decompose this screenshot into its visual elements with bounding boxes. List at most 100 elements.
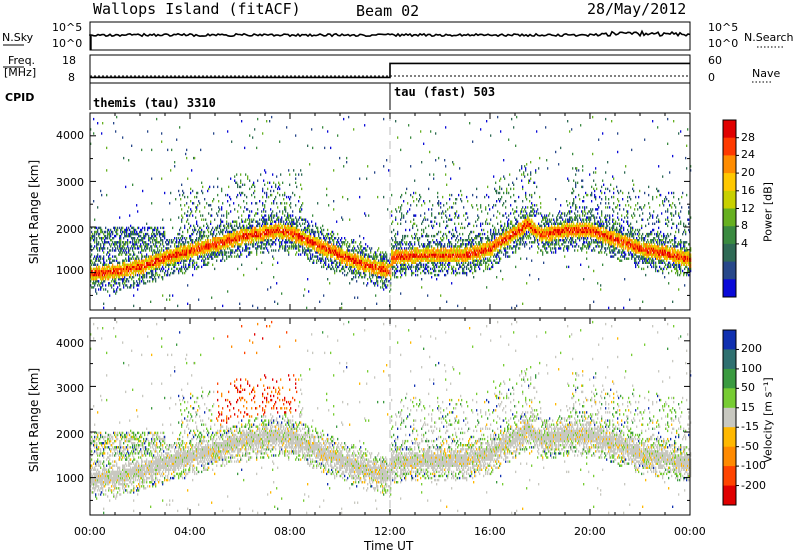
power-cell xyxy=(170,271,172,275)
power-cell xyxy=(151,261,153,264)
power-cell xyxy=(117,273,119,277)
power-cell xyxy=(271,232,273,236)
power-cell xyxy=(265,245,267,248)
power-cell xyxy=(254,237,256,240)
power-cell xyxy=(260,239,262,242)
power-cell xyxy=(184,224,186,228)
power-cell xyxy=(319,257,321,260)
power-cell xyxy=(112,237,114,240)
power-cell xyxy=(445,247,447,250)
power-cell xyxy=(197,251,199,254)
power-cell xyxy=(301,243,303,246)
power-cell xyxy=(109,265,111,269)
power-cell xyxy=(308,237,310,240)
power-cell xyxy=(121,253,123,256)
power-cell xyxy=(316,255,318,258)
power-cell xyxy=(187,284,189,287)
power-cell xyxy=(90,284,92,287)
power-cell xyxy=(346,261,348,264)
power-cell xyxy=(120,230,122,234)
power-cell xyxy=(193,249,195,252)
power-cell xyxy=(157,267,159,271)
power-cell xyxy=(352,241,354,244)
power-cell xyxy=(260,230,262,234)
power-cell xyxy=(107,228,109,232)
power-cell xyxy=(214,253,216,256)
power-cell xyxy=(114,290,116,293)
power-cell xyxy=(344,261,346,264)
power-cell xyxy=(329,245,331,248)
power-cell xyxy=(176,267,178,271)
power-cell xyxy=(320,243,322,246)
power-cell xyxy=(126,278,128,281)
power-cell xyxy=(104,247,106,250)
power-cell xyxy=(312,214,314,217)
power-cell xyxy=(360,265,362,269)
power-cell xyxy=(354,253,356,256)
power-cell xyxy=(352,249,354,252)
power-cell xyxy=(135,243,137,246)
power-cell xyxy=(212,232,214,236)
power-cell xyxy=(108,241,110,244)
power-cell xyxy=(151,267,153,271)
power-cell xyxy=(209,249,211,252)
power-cell xyxy=(100,288,102,291)
power-cell xyxy=(140,243,142,246)
power-cell xyxy=(167,271,169,275)
power-cell xyxy=(347,241,349,244)
power-cell xyxy=(137,267,139,271)
power-cell xyxy=(99,265,101,269)
power-cell xyxy=(346,263,348,266)
power-cell xyxy=(147,243,149,246)
power-cell xyxy=(183,255,185,258)
power-cell xyxy=(199,249,201,252)
power-cell xyxy=(285,224,287,228)
power-cell xyxy=(271,202,273,205)
power-cell xyxy=(226,216,228,219)
power-cell xyxy=(152,239,154,242)
power-cell xyxy=(188,251,190,254)
power-cell xyxy=(405,234,407,238)
power-cell xyxy=(374,171,376,174)
power-cell xyxy=(418,241,420,244)
power-cell xyxy=(277,191,279,195)
power-cell xyxy=(330,251,332,254)
power-cell xyxy=(158,261,160,264)
power-cell xyxy=(133,271,135,275)
power-cell xyxy=(212,200,214,203)
power-cell xyxy=(105,263,107,266)
power-cell xyxy=(256,247,258,250)
power-cell xyxy=(275,230,277,234)
power-cell xyxy=(102,278,104,281)
power-cell xyxy=(359,271,361,275)
power-cell xyxy=(276,224,278,228)
power-cell xyxy=(227,290,229,293)
power-cell xyxy=(169,249,171,252)
power-cell xyxy=(323,241,325,244)
power-cell xyxy=(328,251,330,254)
power-cell xyxy=(110,234,112,238)
power-cell xyxy=(308,247,310,250)
power-cell xyxy=(148,267,150,271)
power-cell xyxy=(192,239,194,242)
power-cell xyxy=(188,253,190,256)
power-cell xyxy=(362,261,364,264)
power-cell xyxy=(136,230,138,234)
power-cell xyxy=(333,239,335,242)
power-cell xyxy=(345,253,347,256)
power-cell xyxy=(127,241,129,244)
power-cell xyxy=(204,234,206,238)
power-cell xyxy=(146,267,148,271)
power-cell xyxy=(202,251,204,254)
power-cell xyxy=(282,247,284,250)
power-cell xyxy=(320,259,322,262)
power-cell xyxy=(159,253,161,256)
power-cell xyxy=(230,232,232,236)
power-cell xyxy=(395,218,397,221)
power-cell xyxy=(225,193,227,197)
power-cell xyxy=(142,278,144,281)
power-cell xyxy=(289,198,291,201)
power-cell xyxy=(94,218,96,221)
power-cell xyxy=(275,224,277,228)
power-cell xyxy=(237,234,239,238)
